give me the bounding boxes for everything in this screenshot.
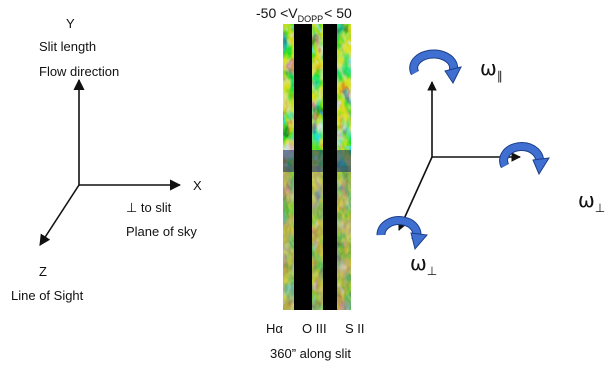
line-label-halpha: Hα bbox=[266, 321, 283, 336]
strip-dark-band bbox=[283, 150, 351, 172]
strip-title-subscript: DOPP bbox=[298, 14, 324, 24]
z-axis-letter: Z bbox=[39, 264, 47, 279]
omega-perp-right-label: ω⊥ bbox=[578, 188, 605, 215]
strip-gap-1 bbox=[294, 24, 312, 310]
y-axis-letter: Y bbox=[66, 16, 75, 31]
right-axes: ω∥ ω⊥ ω⊥ bbox=[376, 49, 605, 278]
strip-noise-lower-blend bbox=[283, 166, 351, 310]
y-axis-label-line2: Flow direction bbox=[39, 64, 119, 79]
left-axes: Y Slit length Flow direction X ⊥ to slit… bbox=[11, 16, 202, 303]
strip-title-prefix: -50 <V bbox=[256, 5, 298, 21]
rotation-arrow-parallel-icon bbox=[409, 49, 462, 84]
omega-parallel-label: ω∥ bbox=[480, 56, 503, 83]
line-label-oiii: O III bbox=[302, 321, 327, 336]
x-axis-letter: X bbox=[193, 178, 202, 193]
x-axis-label-line2: Plane of sky bbox=[126, 224, 197, 239]
strip-title: -50 <VDOPP< 50 bbox=[256, 5, 352, 24]
strip-caption: 360” along slit bbox=[270, 346, 351, 361]
z-axis-line bbox=[39, 184, 80, 246]
doppler-strip: -50 <VDOPP< 50 Hα O III S II 360” along … bbox=[256, 5, 365, 361]
strip-gap-2 bbox=[323, 24, 337, 310]
x-axis-label-line1: ⊥ to slit bbox=[126, 200, 172, 215]
rotation-arrow-perp-right-icon bbox=[499, 142, 550, 176]
strip-title-suffix: < 50 bbox=[324, 5, 352, 21]
line-label-sii: S II bbox=[345, 321, 365, 336]
z-axis-label: Line of Sight bbox=[11, 288, 84, 303]
strip-noise-upper bbox=[283, 24, 351, 166]
rotation-arrow-perp-lower-icon bbox=[376, 216, 428, 251]
omega-perp-lower-label: ω⊥ bbox=[410, 251, 437, 278]
y-axis-label-line1: Slit length bbox=[39, 39, 96, 54]
